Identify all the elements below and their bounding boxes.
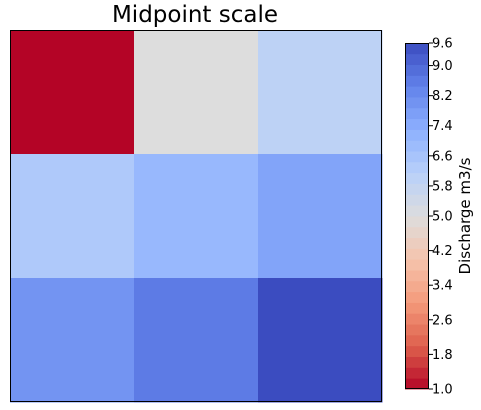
colorbar-tick-label: 1.8 — [432, 348, 453, 363]
colorbar-segment — [405, 140, 429, 152]
colorbar-tick-label: 3.4 — [432, 279, 453, 294]
colorbar-tick-label: 6.6 — [432, 149, 453, 164]
colorbar-segment — [405, 161, 429, 174]
heatmap-cell — [258, 278, 383, 403]
colorbar-ticks: 1.0 1.8 2.6 3.4 4.2 5.0 5.8 6.6 7.4 8.2 9.0 9.6 — [429, 37, 453, 398]
colorbar-tick-label: 9.0 — [432, 59, 453, 74]
colorbar-segment — [405, 205, 429, 217]
colorbar-segment — [405, 151, 429, 163]
colorbar-segment — [405, 226, 429, 239]
colorbar-segment — [405, 43, 429, 55]
colorbar-segment — [405, 324, 429, 336]
colorbar-tick-label: 5.0 — [432, 210, 453, 225]
colorbar-tick-label: 2.6 — [432, 313, 453, 328]
colorbar-segment — [405, 107, 429, 120]
colorbar-segment — [405, 75, 429, 87]
colorbar-segment — [405, 345, 429, 357]
colorbar-tick-label: 1.0 — [432, 383, 453, 398]
heatmap-frame — [10, 30, 382, 402]
colorbar-segment — [405, 378, 429, 390]
colorbar — [405, 43, 429, 390]
colorbar-segment — [405, 86, 429, 98]
colorbar-tick-label: 9.6 — [432, 37, 453, 52]
colorbar-label: Discharge m3/s — [456, 157, 474, 274]
colorbar-segment — [405, 367, 429, 379]
colorbar-segment — [405, 53, 429, 66]
colorbar-segment — [405, 237, 429, 249]
heatmap-cell — [258, 30, 383, 155]
colorbar-segment — [405, 280, 429, 293]
colorbar-segment — [405, 194, 429, 206]
heatmap-cell — [10, 278, 135, 403]
colorbar-segment — [405, 64, 429, 76]
colorbar-segment — [405, 291, 429, 303]
colorbar-segment — [405, 183, 429, 195]
colorbar-segment — [405, 334, 429, 347]
colorbar-tick-label: 8.2 — [432, 89, 453, 104]
colorbar-segment — [405, 97, 429, 109]
colorbar-tick-label: 4.2 — [432, 244, 453, 259]
colorbar-segment — [405, 313, 429, 325]
colorbar-segment — [405, 259, 429, 271]
colorbar-segment — [405, 270, 429, 282]
colorbar-segment — [405, 302, 429, 314]
heatmap-cell — [134, 278, 259, 403]
heatmap-cell — [258, 154, 383, 279]
colorbar-frame — [405, 43, 429, 389]
colorbar-segment — [405, 356, 429, 368]
chart-title: Midpoint scale — [112, 2, 278, 28]
colorbar-segment — [405, 216, 429, 228]
heatmap-cell — [134, 154, 259, 279]
colorbar-segment — [405, 248, 429, 260]
heatmap-cell — [134, 30, 259, 155]
colorbar-segment — [405, 172, 429, 184]
heatmap-cell — [10, 30, 135, 155]
heatmap-cell — [10, 154, 135, 279]
heatmap-plot — [10, 30, 383, 403]
colorbar-segment — [405, 129, 429, 141]
colorbar-tick-label: 7.4 — [432, 119, 453, 134]
colorbar-segment — [405, 118, 429, 130]
colorbar-tick-label: 5.8 — [432, 179, 453, 194]
